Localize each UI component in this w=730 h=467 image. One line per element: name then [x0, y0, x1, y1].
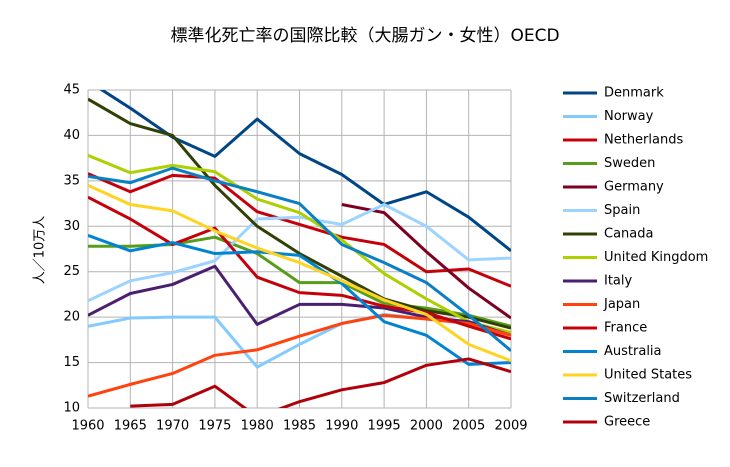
x-tick-label: 2005 [452, 419, 485, 434]
y-tick-label: 20 [63, 310, 80, 325]
legend-label: United States [604, 368, 692, 383]
legend-label: Sweden [604, 156, 655, 171]
x-tick-label: 1990 [325, 419, 358, 434]
x-tick-label: 1985 [283, 419, 316, 434]
legend-label: Spain [604, 203, 640, 218]
y-tick-label: 10 [63, 401, 80, 416]
y-tick-label: 15 [63, 355, 80, 370]
y-tick-label: 40 [63, 128, 80, 143]
legend: Denmark Norway Netherlands Sweden Germany Spa… [563, 86, 708, 430]
legend-label: United Kingdom [604, 250, 708, 265]
x-tick-label: 1960 [71, 419, 104, 434]
legend-label: Norway [604, 109, 654, 124]
x-tick-label: 1980 [241, 419, 274, 434]
series-line [88, 172, 511, 288]
legend-label: Germany [604, 180, 664, 195]
x-tick-label: 1970 [156, 419, 189, 434]
legend-label: Denmark [604, 86, 664, 101]
x-tick-label: 2009 [494, 419, 527, 434]
legend-label: Canada [604, 227, 653, 242]
plot-area [88, 90, 511, 408]
legend-label: Japan [603, 297, 640, 312]
y-tick-label: 30 [63, 219, 80, 234]
series-line [88, 195, 511, 341]
series-line [88, 166, 511, 352]
series-line [99, 90, 511, 252]
series-line [88, 97, 511, 330]
series-line [130, 357, 511, 408]
y-axis-label: 人／10万人 [33, 216, 48, 285]
series-line [88, 154, 511, 335]
y-tick-label: 35 [63, 173, 80, 188]
legend-label: France [604, 321, 647, 336]
x-tick-label: 1995 [368, 419, 401, 434]
legend-label: Switzerland [604, 391, 680, 406]
grid: 10 15 20 25 30 35 40 45 1960 1965 1970 1975 1980 1985… [63, 83, 527, 434]
legend-label: Italy [604, 274, 633, 289]
x-tick-label: 2000 [410, 419, 443, 434]
x-tick-label: 1975 [198, 419, 231, 434]
legend-label: Netherlands [604, 133, 683, 148]
y-tick-label: 25 [63, 264, 80, 279]
series-line [88, 202, 511, 303]
x-tick-label: 1965 [114, 419, 147, 434]
series-line [88, 233, 511, 366]
y-tick-label: 45 [63, 83, 80, 98]
series-line [88, 313, 511, 398]
legend-label: Australia [604, 344, 662, 359]
legend-label: Greece [604, 415, 650, 430]
chart-title: 標準化死亡率の国際比較（大腸ガン・女性）OECD [170, 26, 559, 46]
series-line [88, 184, 511, 363]
